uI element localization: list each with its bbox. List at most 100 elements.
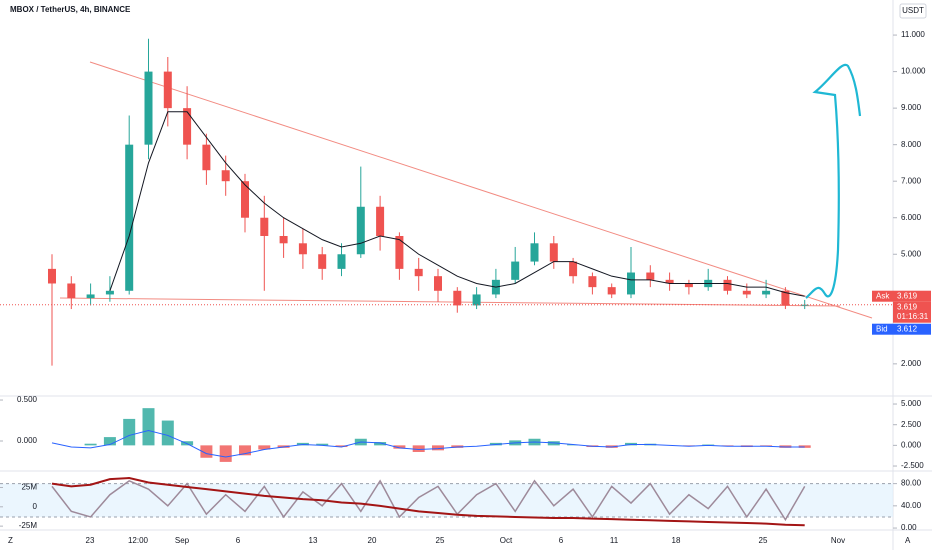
histogram-bar [258,445,271,450]
histogram-bar [432,445,444,451]
candle-body [144,71,153,145]
candle-body [627,272,635,295]
candle-body [569,261,578,277]
y-tick-label: 2.500 [901,420,922,429]
y-tick-label: 0.00 [901,523,917,532]
y-tick-label: 5.000 [901,249,922,258]
candle-body [376,206,385,236]
x-tick-label: Nov [831,536,845,545]
badge [893,323,931,335]
candle-body [356,206,365,255]
candle-body [453,290,462,306]
y-tick-label: -25M [19,521,38,530]
candle-body [260,217,269,236]
corner-label: A [905,536,911,545]
y-tick-label: 7.000 [901,176,922,185]
candle-body [163,71,172,109]
y-tick-label: 40.00 [901,501,922,510]
candle-body [781,290,790,306]
y-tick-label: 8.000 [901,140,922,149]
histogram-bar [316,443,329,446]
candle-body [67,283,76,299]
histogram-bar [335,445,348,448]
y-tick-label: 25M [21,483,37,492]
candle-body [105,290,114,295]
badge [872,323,893,335]
candle-body [646,272,655,280]
trend-line-indicator [51,477,805,527]
candle-body [530,243,539,262]
histogram-bar [84,443,97,446]
candle-body [434,276,442,291]
badge [893,301,931,323]
candle-body [279,235,288,244]
histogram-bar [161,420,174,446]
candle-body [298,243,307,255]
badge-value: 3.619 [897,291,918,300]
trend-line [59,297,841,307]
histogram-bar [374,442,387,446]
x-tick-label: 6 [236,536,241,545]
candle-body [395,235,404,269]
y-tick-label: 0.000 [17,436,38,445]
y-tick-label: 11.000 [901,30,925,39]
candle-body [318,254,327,269]
drawing [805,63,862,299]
candle-body [511,261,520,280]
histogram-bar [393,445,406,449]
x-tick-label: 23 [86,536,95,545]
candle-body [472,294,481,306]
y-tick-label: 0 [33,502,38,511]
histogram-bar [103,437,116,446]
badge [893,290,931,302]
badge-label: Ask [876,291,890,300]
y-tick-label: 0.500 [17,395,38,404]
x-tick-label: 20 [368,536,377,545]
candle-body [48,268,56,284]
currency-box [899,3,927,19]
candle-body [241,181,249,218]
countdown: 01:16:31 [897,312,929,321]
y-tick-label: 10.000 [901,67,926,76]
candle-body [665,279,674,284]
oscillator-line [51,479,806,522]
histogram-bar [239,445,251,456]
candle-body [549,243,558,262]
histogram-bar [123,418,136,446]
trend-line [89,61,873,319]
candle-body [183,108,192,145]
candle-body [684,283,693,288]
candle-body [86,294,95,299]
candle-body [221,170,230,182]
y-tick-label: 0.000 [901,440,922,449]
x-tick-label: 13 [309,536,318,545]
chart-title: MBOX / TetherUS, 4h, BINANCE [10,5,131,14]
candle-body [202,144,211,171]
histogram-bar [142,408,155,446]
badge [872,290,893,302]
moving-average [109,111,805,297]
macd-line [51,429,805,458]
x-tick-label: 6 [559,536,564,545]
candle-body [125,144,134,291]
x-tick-label: 12:00 [128,536,149,545]
candle-body [588,276,597,288]
y-tick-label: 2.000 [901,359,922,368]
histogram-bar [219,445,232,462]
x-tick-label: 11 [610,536,619,545]
currency: USDT [902,6,924,15]
badge-value: 3.619 [897,302,918,311]
badge-label: Bid [876,324,888,333]
candle-body [742,290,751,295]
x-tick-label: Oct [500,536,513,545]
candle-body [723,279,732,291]
corner-label: Z [8,536,13,545]
histogram-bar [412,445,425,452]
y-tick-label: 80.00 [901,479,922,488]
candle-body [762,290,771,295]
x-tick-label: 18 [672,536,681,545]
candle-body [414,268,423,277]
